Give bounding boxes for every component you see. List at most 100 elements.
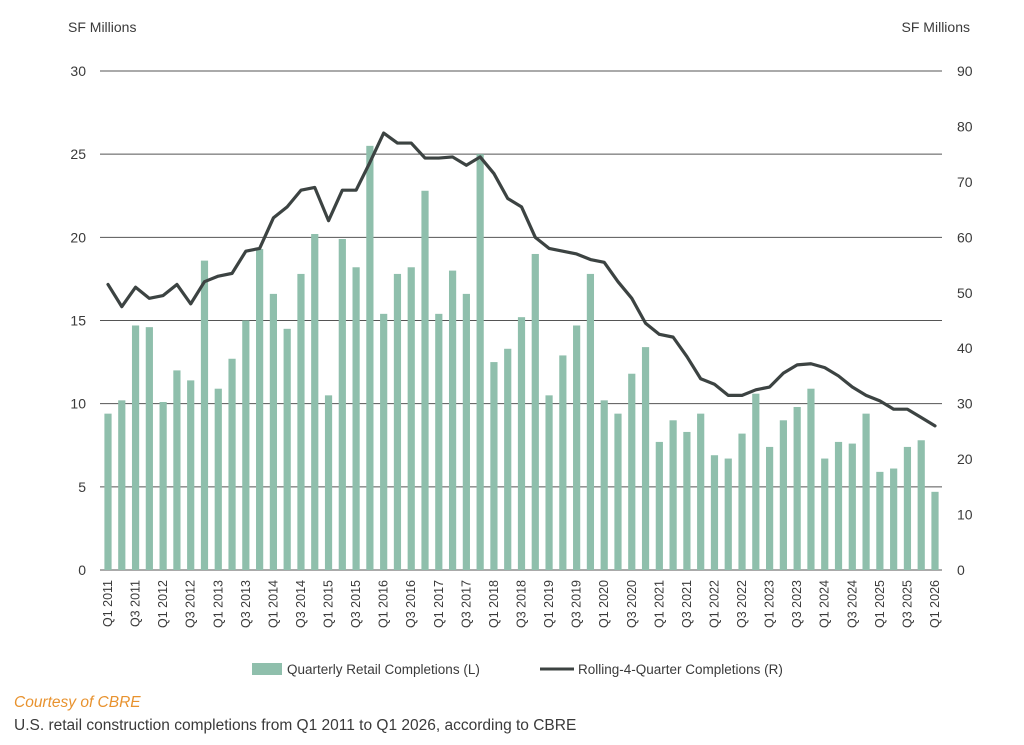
- bar: [283, 328, 291, 570]
- bar: [573, 325, 581, 570]
- x-tick-label: Q3 2024: [845, 580, 859, 628]
- legend-bar-swatch: [252, 663, 282, 675]
- bar: [476, 154, 484, 570]
- bar: [173, 370, 181, 570]
- left-tick-label: 20: [70, 229, 86, 245]
- bar: [448, 270, 457, 570]
- bar: [393, 273, 402, 570]
- x-tick-label: Q1 2012: [156, 580, 170, 628]
- bar-series: [104, 145, 939, 571]
- bar: [297, 273, 305, 570]
- bar: [697, 413, 705, 570]
- right-tick-label: 70: [957, 174, 973, 190]
- bar: [628, 373, 636, 570]
- left-tick-label: 0: [78, 562, 86, 578]
- x-tick-label: Q1 2020: [597, 580, 611, 628]
- x-tick-label: Q1 2024: [818, 580, 832, 628]
- right-axis-title: SF Millions: [902, 19, 970, 35]
- x-tick-label: Q3 2023: [790, 580, 804, 628]
- bar: [669, 420, 677, 570]
- bar: [821, 458, 829, 570]
- right-tick-label: 30: [957, 396, 973, 412]
- bar: [435, 313, 443, 570]
- x-tick-label: Q3 2020: [625, 580, 639, 628]
- x-tick-label: Q3 2018: [515, 580, 529, 628]
- bar: [862, 413, 870, 570]
- bar: [710, 455, 719, 570]
- x-tick-label: Q1 2014: [266, 580, 280, 628]
- legend-line-label: Rolling-4-Quarter Completions (R): [578, 662, 783, 677]
- bar: [490, 362, 498, 570]
- bar: [380, 313, 388, 570]
- bar: [531, 253, 539, 570]
- x-tick-label: Q1 2017: [432, 580, 446, 628]
- bar: [793, 406, 801, 570]
- x-tick-label: Q3 2016: [404, 580, 418, 628]
- right-tick-label: 40: [957, 340, 973, 356]
- bar: [311, 234, 319, 571]
- bar: [504, 348, 512, 570]
- bar: [517, 317, 526, 570]
- x-tick-label: Q1 2021: [652, 580, 666, 628]
- bar: [269, 293, 277, 570]
- bar: [242, 320, 250, 570]
- bar: [324, 395, 333, 570]
- bar: [586, 273, 595, 570]
- line-path: [106, 131, 937, 428]
- legend-bar-label: Quarterly Retail Completions (L): [287, 662, 480, 677]
- x-tick-label: Q1 2016: [377, 580, 391, 628]
- left-tick-label: 15: [70, 313, 86, 329]
- bar: [104, 413, 112, 570]
- credit-caption: Courtesy of CBRE: [14, 694, 141, 711]
- x-tick-label: Q3 2025: [900, 580, 914, 628]
- bar: [145, 327, 153, 570]
- right-tick-label: 60: [957, 229, 973, 245]
- bar: [848, 443, 856, 570]
- bar: [641, 347, 650, 570]
- bar: [724, 458, 732, 570]
- bar: [421, 190, 429, 570]
- x-tick-label: Q1 2018: [487, 580, 501, 628]
- right-tick-label: 90: [957, 63, 973, 79]
- bar: [614, 413, 622, 570]
- x-tick-label: Q1 2022: [707, 580, 721, 628]
- bar: [159, 402, 167, 570]
- x-tick-label: Q3 2014: [294, 580, 308, 628]
- bar: [545, 395, 553, 570]
- chart-description: U.S. retail construction completions fro…: [14, 717, 577, 734]
- x-tick-label: Q1 2013: [211, 580, 225, 628]
- x-tick-label: Q3 2011: [129, 580, 143, 627]
- bar: [931, 491, 939, 570]
- bar: [903, 446, 912, 570]
- bar: [890, 468, 898, 570]
- x-tick-label: Q3 2021: [680, 580, 694, 628]
- bar: [559, 355, 567, 570]
- bar: [462, 293, 470, 570]
- bar: [683, 431, 691, 570]
- bar: [214, 388, 222, 570]
- bar: [917, 440, 925, 570]
- bar: [834, 441, 843, 570]
- left-tick-label: 25: [70, 146, 86, 162]
- x-tick-label: Q3 2012: [184, 580, 198, 628]
- bar: [338, 238, 346, 570]
- bar: [655, 441, 663, 570]
- bar: [600, 400, 608, 570]
- bar: [779, 420, 787, 570]
- left-axis-title: SF Millions: [68, 19, 136, 35]
- bar: [118, 400, 126, 570]
- x-tick-label: Q1 2019: [542, 580, 556, 628]
- right-tick-label: 0: [957, 562, 965, 578]
- left-axis-ticks: 30 25 20 15 10 5 0: [70, 63, 86, 578]
- x-tick-label: Q3 2022: [735, 580, 749, 628]
- bar: [200, 260, 209, 570]
- right-tick-label: 10: [957, 507, 973, 523]
- bar: [752, 393, 760, 570]
- right-tick-label: 80: [957, 118, 973, 134]
- bar: [407, 267, 415, 570]
- legend: Quarterly Retail Completions (L) Rolling…: [252, 662, 783, 677]
- x-tick-label: Q1 2015: [322, 580, 336, 628]
- line-series: [106, 131, 937, 428]
- bar: [807, 388, 815, 570]
